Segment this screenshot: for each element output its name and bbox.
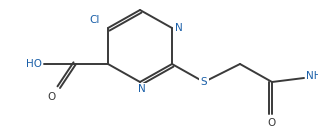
Text: N: N bbox=[175, 23, 183, 33]
Text: O: O bbox=[48, 92, 56, 102]
Text: Cl: Cl bbox=[90, 15, 100, 25]
Text: O: O bbox=[268, 118, 276, 128]
Text: NH₂: NH₂ bbox=[306, 71, 318, 81]
Text: S: S bbox=[201, 77, 207, 87]
Text: HO: HO bbox=[26, 59, 42, 69]
Text: N: N bbox=[138, 84, 146, 94]
